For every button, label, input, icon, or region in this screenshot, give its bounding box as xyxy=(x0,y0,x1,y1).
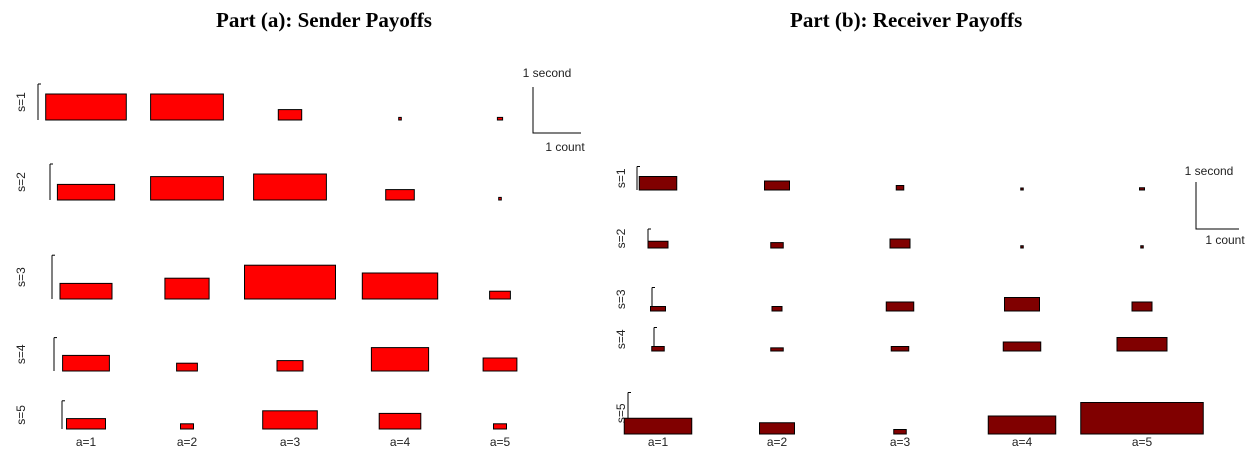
sender-row-label: s=1 xyxy=(14,92,28,112)
sender-bar-s5-a2 xyxy=(181,424,194,429)
receiver-row-5: s=5 xyxy=(614,393,1203,435)
receiver-bar-s1-a1 xyxy=(639,177,677,191)
receiver-chart: s=1 s=2 s=3 s=4 s=5a=1 a=2 a=3 a=4 a=5 1 second 1 … xyxy=(614,164,1245,449)
sender-bar-s4-a5 xyxy=(483,358,517,371)
sender-bar-s4-a1 xyxy=(63,355,110,371)
sender-col-label: a=5 xyxy=(490,435,511,449)
receiver-scale-bracket xyxy=(1196,182,1239,229)
sender-row-2: s=2 xyxy=(14,164,501,200)
receiver-bar-s4-a5 xyxy=(1117,338,1167,352)
sender-row-label: s=5 xyxy=(14,405,28,425)
sender-scale-y-label: 1 second xyxy=(523,66,572,80)
sender-bar-s4-a2 xyxy=(177,363,198,371)
receiver-bar-s5-a4 xyxy=(988,416,1056,434)
sender-bar-s1-a3 xyxy=(278,110,301,120)
receiver-bar-s5-a1 xyxy=(624,418,692,434)
sender-row-label: s=2 xyxy=(14,172,28,192)
receiver-col-label: a=4 xyxy=(1012,435,1033,449)
receiver-bar-s1-a2 xyxy=(765,181,790,190)
receiver-bar-s3-a2 xyxy=(772,307,782,312)
sender-col-label: a=1 xyxy=(76,435,97,449)
receiver-bar-s1-a3 xyxy=(896,186,904,191)
receiver-bar-s5-a3 xyxy=(894,430,907,435)
sender-col-label: a=2 xyxy=(177,435,198,449)
sender-row-label: s=4 xyxy=(14,344,28,364)
sender-bar-s1-a1 xyxy=(46,94,127,120)
receiver-bar-s2-a2 xyxy=(771,243,784,248)
sender-bar-s2-a3 xyxy=(254,174,327,200)
receiver-col-label: a=2 xyxy=(767,435,788,449)
sender-bar-s4-a4 xyxy=(371,348,428,371)
sender-row-4: s=4 xyxy=(14,338,517,371)
sender-bar-s2-a2 xyxy=(151,177,224,200)
sender-bar-s2-a5 xyxy=(499,197,502,200)
sender-bar-s1-a2 xyxy=(151,94,224,120)
receiver-bar-s2-a3 xyxy=(890,239,910,248)
sender-bar-s5-a5 xyxy=(494,424,507,429)
sender-bar-s3-a3 xyxy=(245,265,336,299)
receiver-bar-s3-a5 xyxy=(1132,302,1152,311)
receiver-bar-s5-a5 xyxy=(1081,403,1204,435)
receiver-col-label: a=5 xyxy=(1132,435,1153,449)
sender-bar-s3-a2 xyxy=(165,278,209,299)
sender-scale-bracket xyxy=(533,87,581,133)
sender-scale-x-label: 1 count xyxy=(545,140,585,154)
sender-bar-s5-a4 xyxy=(379,413,421,429)
sender-bar-s5-a3 xyxy=(263,411,318,429)
receiver-bar-s2-a4 xyxy=(1021,246,1024,248)
sender-bar-s1-a5 xyxy=(497,117,502,120)
sender-bar-s2-a4 xyxy=(386,190,415,200)
sender-bar-s5-a1 xyxy=(67,419,106,429)
receiver-bar-s4-a1 xyxy=(652,347,665,352)
receiver-bar-s1-a5 xyxy=(1140,188,1145,190)
sender-chart: s=1 s=2 s=3 s=4 s=5 a=1 a=2 a=3 a=4 a=5 1 second 1 … xyxy=(14,66,585,449)
receiver-bar-s2-a1 xyxy=(648,241,668,248)
receiver-row-3: s=3 xyxy=(614,288,1152,312)
receiver-bar-s4-a2 xyxy=(771,348,784,351)
sender-bar-s2-a1 xyxy=(57,184,114,200)
receiver-scale-x-label: 1 count xyxy=(1205,233,1245,247)
receiver-bar-s2-a5 xyxy=(1141,246,1144,248)
receiver-bar-s1-a4 xyxy=(1021,188,1024,190)
sender-bar-s3-a4 xyxy=(362,273,437,299)
receiver-col-label: a=3 xyxy=(890,435,911,449)
receiver-scale-y-label: 1 second xyxy=(1185,164,1234,178)
receiver-bar-s4-a4 xyxy=(1003,342,1041,351)
sender-bar-s3-a1 xyxy=(60,283,112,299)
receiver-row-2: s=2 xyxy=(614,228,1143,248)
receiver-row-label: s=2 xyxy=(614,228,628,248)
receiver-row-label: s=1 xyxy=(614,168,628,188)
sender-bar-s3-a5 xyxy=(490,291,511,299)
receiver-col-label: a=1 xyxy=(648,435,669,449)
sender-row-5: s=5 xyxy=(14,401,507,429)
sender-row-1: s=1 xyxy=(14,84,503,120)
receiver-bar-s3-a3 xyxy=(886,302,914,311)
sender-bar-s4-a3 xyxy=(277,361,303,371)
sender-row-label: s=3 xyxy=(14,267,28,287)
receiver-bar-s5-a2 xyxy=(760,423,795,434)
sender-col-label: a=4 xyxy=(390,435,411,449)
receiver-row-4: s=4 xyxy=(614,328,1167,352)
receiver-row-label: s=3 xyxy=(614,289,628,309)
receiver-bar-s3-a4 xyxy=(1005,298,1040,312)
receiver-bar-s4-a3 xyxy=(891,347,909,352)
sender-col-label: a=3 xyxy=(280,435,301,449)
receiver-bar-s3-a1 xyxy=(651,307,666,312)
sender-bar-s1-a4 xyxy=(399,117,402,120)
receiver-row-1: s=1 xyxy=(614,167,1145,191)
receiver-row-label: s=4 xyxy=(614,329,628,349)
sender-row-3: s=3 xyxy=(14,255,510,299)
